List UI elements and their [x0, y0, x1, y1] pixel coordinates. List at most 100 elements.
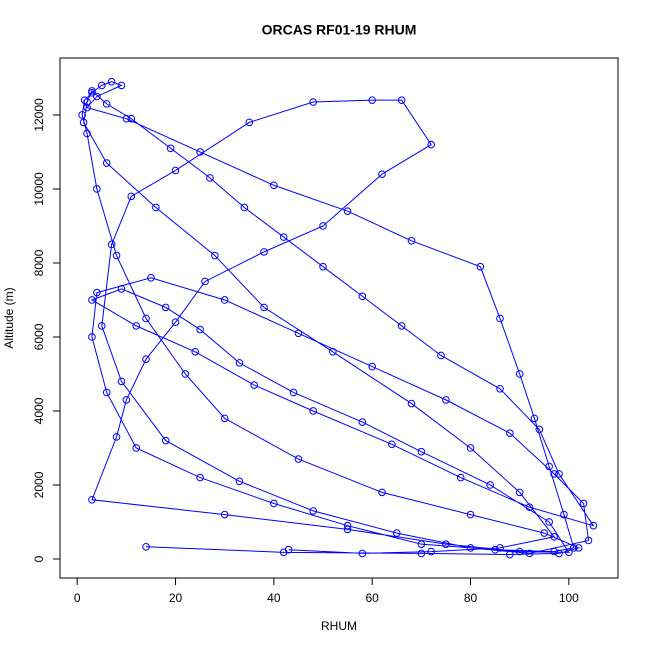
- point: [506, 550, 514, 559]
- point: [220, 414, 229, 423]
- point: [515, 547, 524, 556]
- point: [260, 248, 268, 256]
- y-tick-label: 10000: [32, 172, 46, 206]
- point: [112, 251, 121, 260]
- plot-frame: [59, 57, 619, 579]
- point: [343, 521, 352, 530]
- point: [279, 233, 288, 241]
- point: [319, 262, 327, 271]
- series-line: [81, 81, 595, 556]
- point: [93, 288, 101, 297]
- point: [201, 277, 209, 286]
- point: [79, 118, 88, 127]
- point: [368, 362, 376, 371]
- point: [284, 545, 293, 554]
- point: [102, 159, 111, 167]
- point: [235, 359, 244, 367]
- point: [240, 203, 249, 212]
- point: [560, 510, 568, 519]
- y-tick-label: 4000: [32, 397, 46, 424]
- point: [117, 81, 126, 90]
- point: [535, 425, 544, 434]
- point: [117, 377, 126, 386]
- point: [107, 77, 116, 86]
- point: [196, 325, 204, 334]
- y-axis-label: Altitude (m): [2, 287, 16, 348]
- point: [270, 499, 278, 508]
- point: [88, 87, 96, 95]
- point: [476, 262, 485, 271]
- point: [309, 507, 317, 515]
- point: [329, 347, 337, 356]
- point: [152, 203, 160, 212]
- x-tick-label: 40: [267, 591, 281, 605]
- point: [132, 444, 141, 452]
- point: [437, 351, 445, 360]
- y-tick-label: 6000: [32, 323, 46, 350]
- point: [407, 399, 416, 408]
- point: [525, 549, 534, 558]
- point: [294, 329, 303, 338]
- point: [235, 477, 244, 486]
- y-tick-label: 0: [32, 555, 46, 562]
- point: [358, 549, 367, 558]
- point: [206, 174, 214, 182]
- point: [555, 470, 563, 478]
- point: [97, 322, 106, 330]
- point: [181, 370, 190, 378]
- point: [427, 140, 435, 149]
- point: [319, 222, 327, 230]
- point: [358, 292, 367, 301]
- point: [289, 388, 298, 397]
- y-tick-label: 12000: [32, 98, 46, 132]
- x-tick-label: 100: [559, 591, 579, 605]
- point: [83, 129, 91, 138]
- point: [496, 314, 504, 323]
- point: [540, 529, 549, 537]
- point: [127, 192, 136, 201]
- point: [417, 540, 426, 548]
- point: [515, 488, 524, 497]
- point: [132, 322, 141, 330]
- point: [442, 396, 450, 404]
- point: [545, 462, 553, 471]
- point: [147, 273, 155, 282]
- point: [550, 547, 558, 556]
- point: [496, 544, 504, 552]
- point: [388, 440, 396, 449]
- point: [545, 518, 553, 526]
- x-tick-label: 60: [366, 591, 380, 605]
- point: [378, 488, 386, 497]
- point: [309, 407, 317, 415]
- point: [584, 536, 593, 545]
- point: [397, 96, 406, 104]
- point: [142, 314, 150, 323]
- point: [427, 547, 435, 556]
- point: [161, 303, 170, 312]
- point: [196, 148, 204, 156]
- point: [442, 540, 450, 548]
- point: [407, 236, 416, 245]
- point: [220, 296, 229, 304]
- y-tick-label: 2000: [32, 471, 46, 498]
- x-tick-label: 80: [464, 591, 478, 605]
- point: [88, 495, 96, 504]
- point: [78, 111, 86, 119]
- point: [574, 544, 583, 552]
- point: [466, 510, 475, 519]
- point: [88, 333, 96, 341]
- point: [491, 545, 499, 554]
- point: [358, 418, 367, 426]
- point: [83, 103, 91, 112]
- point: [309, 98, 317, 106]
- point: [515, 370, 524, 378]
- point: [117, 285, 126, 293]
- chart-title: ORCAS RF01-19 RHUM: [262, 22, 417, 38]
- point: [161, 436, 170, 445]
- point: [466, 444, 475, 452]
- point: [250, 381, 258, 389]
- point: [107, 240, 116, 249]
- point: [456, 473, 465, 482]
- point: [196, 473, 204, 482]
